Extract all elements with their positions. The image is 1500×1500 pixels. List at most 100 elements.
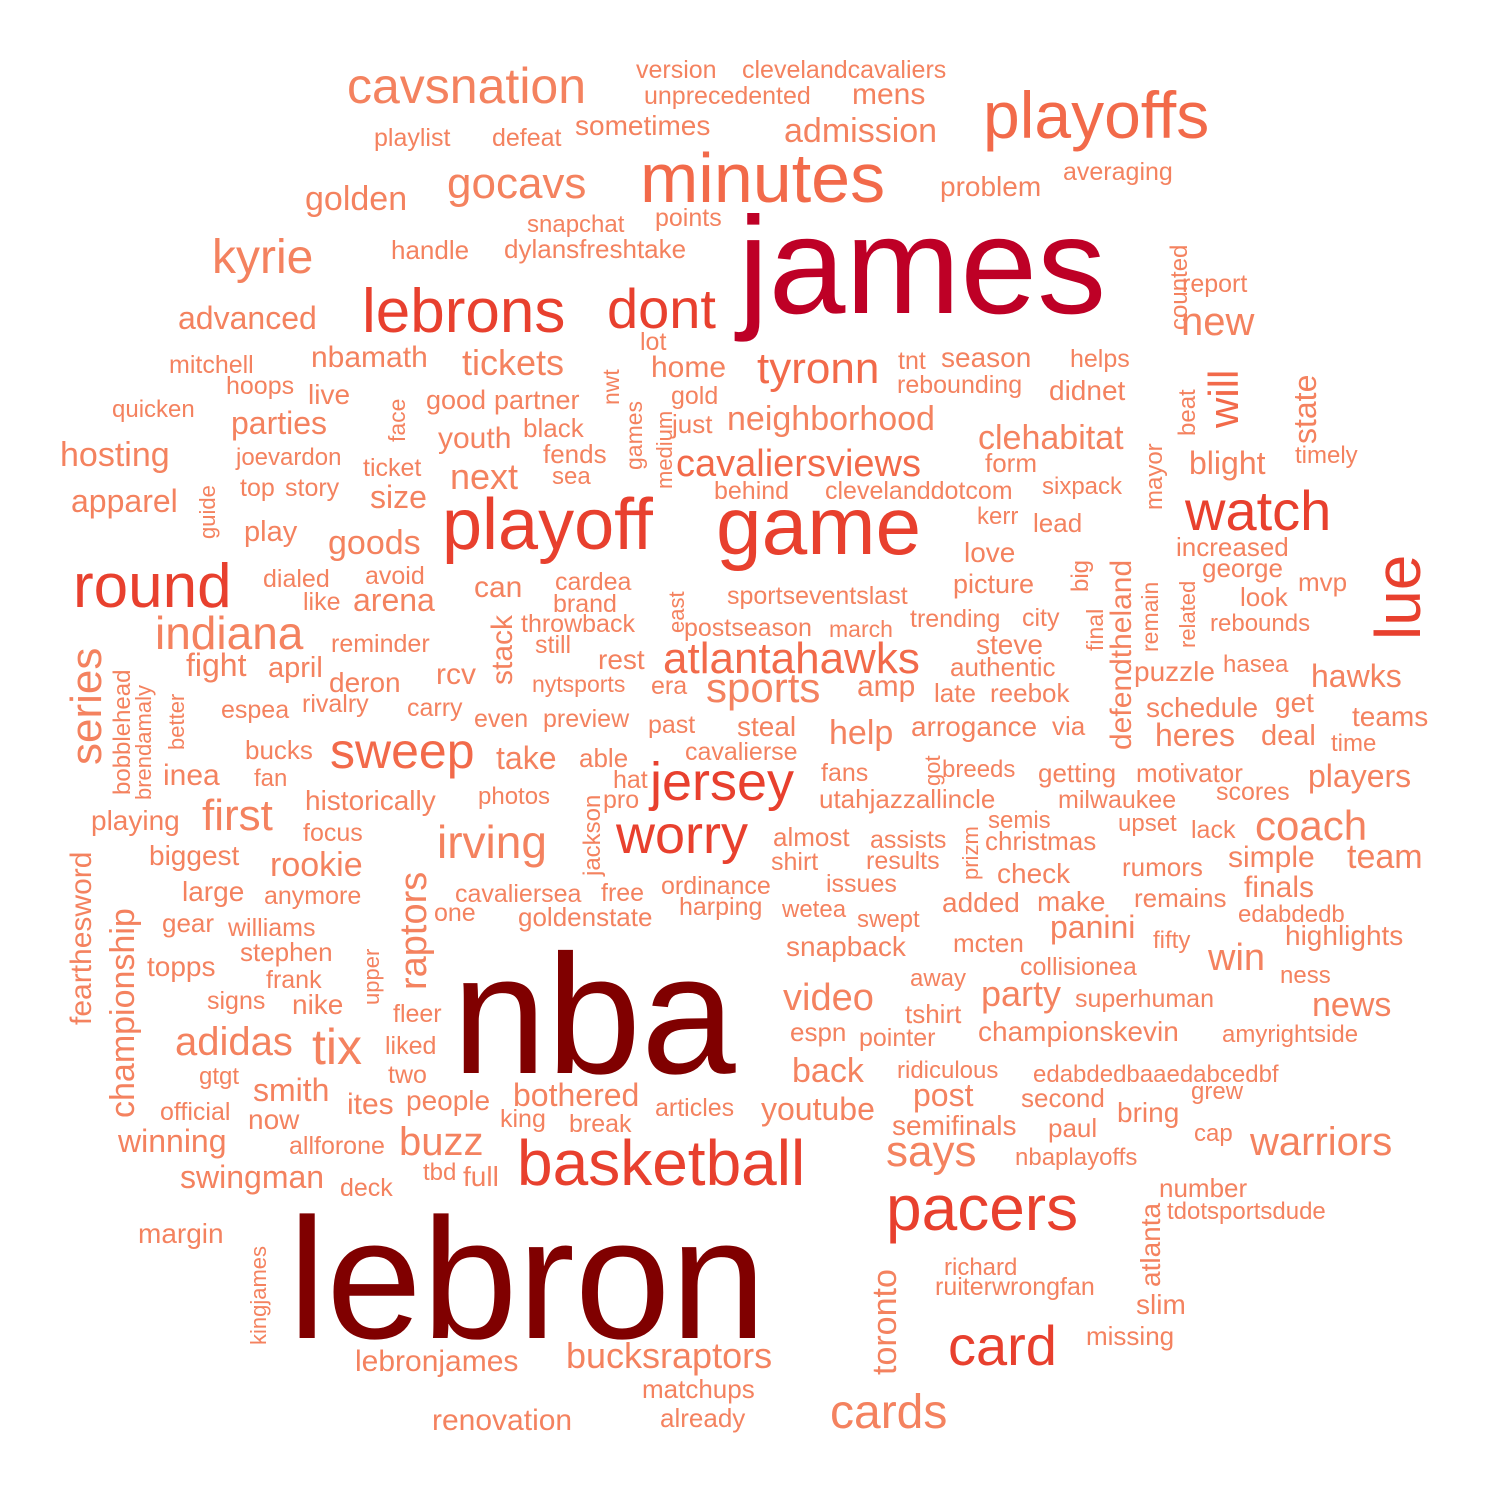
word-utahjazzallincle: utahjazzallincle xyxy=(819,784,995,814)
word-nba: nba xyxy=(452,920,736,1110)
word-renovation: renovation xyxy=(432,1404,572,1437)
word-snapback: snapback xyxy=(786,931,907,962)
word-unprecedented: unprecedented xyxy=(644,82,811,110)
word-live: live xyxy=(308,379,350,410)
word-bring: bring xyxy=(1117,1097,1179,1128)
word-lebron: lebron xyxy=(288,1183,766,1375)
word-jersey: jersey xyxy=(648,752,794,812)
word-tbd: tbd xyxy=(423,1159,456,1186)
word-championskevin: championskevin xyxy=(978,1016,1179,1047)
word-issues: issues xyxy=(826,870,897,898)
word-buzz: buzz xyxy=(399,1120,484,1164)
word-help: help xyxy=(829,714,893,752)
word-brendamaly: brendamaly xyxy=(131,685,156,800)
word-east: east xyxy=(664,591,689,633)
word-video: video xyxy=(783,977,874,1019)
word-tickets: tickets xyxy=(462,342,564,383)
word-lebrons: lebrons xyxy=(362,277,565,346)
word-didnet: didnet xyxy=(1049,375,1126,406)
word-says: says xyxy=(886,1127,976,1176)
word-goods: goods xyxy=(328,524,421,562)
word-breeds: breeds xyxy=(942,756,1015,783)
word-smith: smith xyxy=(253,1072,329,1108)
word-ites: ites xyxy=(347,1088,394,1121)
word-scores: scores xyxy=(1216,778,1290,806)
word-liked: liked xyxy=(385,1032,436,1060)
word-toronto: toronto xyxy=(866,1269,904,1375)
word-rebounding: rebounding xyxy=(897,371,1022,399)
word-gtgt: gtgt xyxy=(199,1063,239,1090)
word-lue: lue xyxy=(1362,555,1434,640)
word-problem: problem xyxy=(940,171,1041,202)
word-tshirt: tshirt xyxy=(905,999,962,1029)
word-form: form xyxy=(985,448,1037,478)
word-guide: guide xyxy=(195,485,220,539)
word-teams: teams xyxy=(1352,701,1428,732)
word-gold: gold xyxy=(671,382,718,410)
word-ordinance: ordinance xyxy=(661,872,771,900)
word-margin: margin xyxy=(138,1218,224,1249)
word-atlantahawks: atlantahawks xyxy=(663,634,920,683)
word-snapchat: snapchat xyxy=(527,211,625,238)
word-sports: sports xyxy=(706,664,820,711)
word-youtube: youtube xyxy=(761,1091,875,1127)
word-parties: parties xyxy=(231,405,327,441)
word-dylansfreshtake: dylansfreshtake xyxy=(504,234,686,264)
word-hoops: hoops xyxy=(226,372,294,400)
word-carry: carry xyxy=(407,694,463,722)
word-swingman: swingman xyxy=(180,1159,324,1195)
word-back: back xyxy=(792,1052,865,1090)
word-harping: harping xyxy=(679,893,762,921)
word-motivator: motivator xyxy=(1136,758,1243,788)
word-now: now xyxy=(248,1104,300,1135)
word-second: second xyxy=(1021,1083,1105,1113)
word-just: just xyxy=(671,409,713,439)
word-series: series xyxy=(62,648,111,765)
word-postseason: postseason xyxy=(684,614,812,642)
word-slim: slim xyxy=(1136,1289,1186,1320)
word-steve: steve xyxy=(976,629,1043,660)
word-got: got xyxy=(920,755,945,786)
word-tnt: tnt xyxy=(898,347,926,375)
word-george: george xyxy=(1202,553,1283,583)
word-clehabitat: clehabitat xyxy=(978,419,1124,457)
word-play: play xyxy=(244,516,298,548)
word-getting: getting xyxy=(1038,758,1116,788)
word-even: even xyxy=(474,705,528,733)
word-worry: worry xyxy=(615,805,748,865)
word-inea: inea xyxy=(163,759,220,792)
word-lebronjames: lebronjames xyxy=(355,1345,518,1378)
word-mvp: mvp xyxy=(1298,567,1347,597)
word-tdotsportsdude: tdotsportsdude xyxy=(1167,1198,1326,1225)
word-rookie: rookie xyxy=(270,846,363,884)
word-clevelanddotcom: clevelanddotcom xyxy=(825,477,1013,505)
word-williams: williams xyxy=(227,914,316,942)
word-adidas: adidas xyxy=(175,1020,293,1064)
word-party: party xyxy=(981,973,1061,1014)
word-mayor: mayor xyxy=(1141,443,1168,510)
word-already: already xyxy=(660,1403,745,1433)
word-round: round xyxy=(73,552,232,621)
word-mens: mens xyxy=(852,78,925,111)
word-still: still xyxy=(535,631,571,659)
word-swept: swept xyxy=(857,906,920,933)
word-timely: timely xyxy=(1295,442,1358,469)
word-frank: frank xyxy=(266,966,322,994)
word-related: related xyxy=(1175,581,1200,648)
word-people: people xyxy=(406,1085,490,1116)
word-era: era xyxy=(651,672,687,700)
word-march: march xyxy=(829,616,893,642)
word-kingjames: kingjames xyxy=(246,1246,271,1345)
word-games: games xyxy=(621,401,647,470)
word-make: make xyxy=(1037,886,1105,917)
word-away: away xyxy=(910,965,966,992)
word-remain: remain xyxy=(1137,582,1163,652)
word-helps: helps xyxy=(1070,345,1130,373)
word-free: free xyxy=(601,879,644,907)
word-authentic: authentic xyxy=(950,652,1056,682)
word-king: king xyxy=(500,1105,546,1133)
word-blight: blight xyxy=(1189,445,1266,481)
word-deck: deck xyxy=(340,1174,393,1202)
word-heres: heres xyxy=(1155,717,1235,753)
word-card: card xyxy=(948,1314,1057,1377)
